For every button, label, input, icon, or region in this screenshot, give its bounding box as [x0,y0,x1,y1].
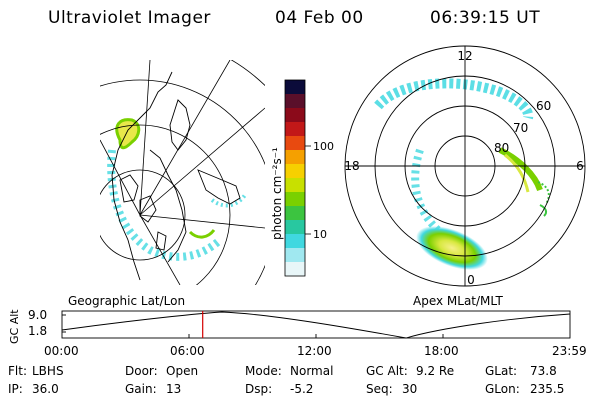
colorbar-unit-label: photon cm⁻²s⁻¹ [270,147,284,240]
colorbar-segment [285,164,305,179]
xtick-1800: 18:00 [424,344,459,358]
lat-label-70: 70 [513,121,528,135]
info-gcalt-key: GC Alt: [366,364,408,378]
colorbar-segment [285,80,305,95]
info-mode-key: Mode: [245,364,282,378]
colorbar-strip [285,80,305,277]
mlt-label-18: 18 [344,159,359,173]
magnetic-polar-plot: 12 18 6 0 60 70 80 [344,45,586,287]
altitude-ytick-high: 9.0 [28,308,48,322]
coastlines [111,71,241,281]
colorbar-segment [285,234,305,249]
date-label: 04 Feb 00 [275,8,364,28]
lat-label-80: 80 [494,141,509,155]
right-map-caption: Apex MLat/MLT [413,294,503,308]
info-ip-value: 36.0 [32,382,59,396]
info-gcalt-value: 9.2 Re [416,364,455,378]
xtick-2359: 23:59 [552,344,587,358]
info-dsp-key: Dsp: [245,382,273,396]
right-aurora-emission [374,78,550,270]
altitude-curve [61,311,571,339]
xtick-1200: 12:00 [297,344,332,358]
xtick-0600: 06:00 [170,344,205,358]
info-glon-key: GLon: [485,382,520,396]
colorbar-segment [285,150,305,165]
colorbar-segment [285,122,305,137]
colorbar-segment [285,178,305,193]
info-glat-key: GLat: [485,364,518,378]
left-map-caption: Geographic Lat/Lon [68,294,186,308]
colorbar-segment [285,220,305,235]
info-flt-key: Flt: [8,364,27,378]
colorbar-segment [285,248,305,263]
colorbar-segment [285,262,305,277]
colorbar-tick-100: 100 [313,140,334,153]
app-title: Ultraviolet Imager [48,8,211,28]
time-label: 06:39:15 UT [430,8,541,28]
geo-grid [100,60,265,285]
colorbar: 100 10 photon cm⁻²s⁻¹ [270,79,334,277]
info-glon-value: 235.5 [530,382,565,396]
info-seq-value: 30 [402,382,418,396]
colorbar-segment [285,206,305,221]
altitude-ylabel: GC Alt [8,309,21,344]
info-ip-key: IP: [8,382,23,396]
left-aurora-emission [107,118,247,261]
info-seq-key: Seq: [366,382,393,396]
lat-label-60: 60 [536,99,551,113]
mlt-label-0: 0 [467,273,475,287]
mlt-label-12: 12 [457,49,472,63]
altitude-ytick-low: 1.8 [28,324,48,338]
info-gain-value: 13 [166,382,182,396]
altitude-plot [61,310,571,339]
info-door-value: Open [166,364,199,378]
info-flt-value: LBHS [32,364,64,378]
colorbar-segment [285,108,305,123]
colorbar-segment [285,192,305,207]
info-gain-key: Gain: [125,382,157,396]
info-dsp-value: -5.2 [290,382,314,396]
colorbar-segment [285,136,305,151]
xtick-0000: 00:00 [44,344,79,358]
colorbar-segment [285,94,305,109]
info-door-key: Door: [125,364,158,378]
info-mode-value: Normal [290,364,334,378]
colorbar-tick-10: 10 [313,228,327,241]
info-glat-value: 73.8 [530,364,557,378]
geographic-map [100,60,265,285]
mlt-label-6: 6 [576,159,584,173]
